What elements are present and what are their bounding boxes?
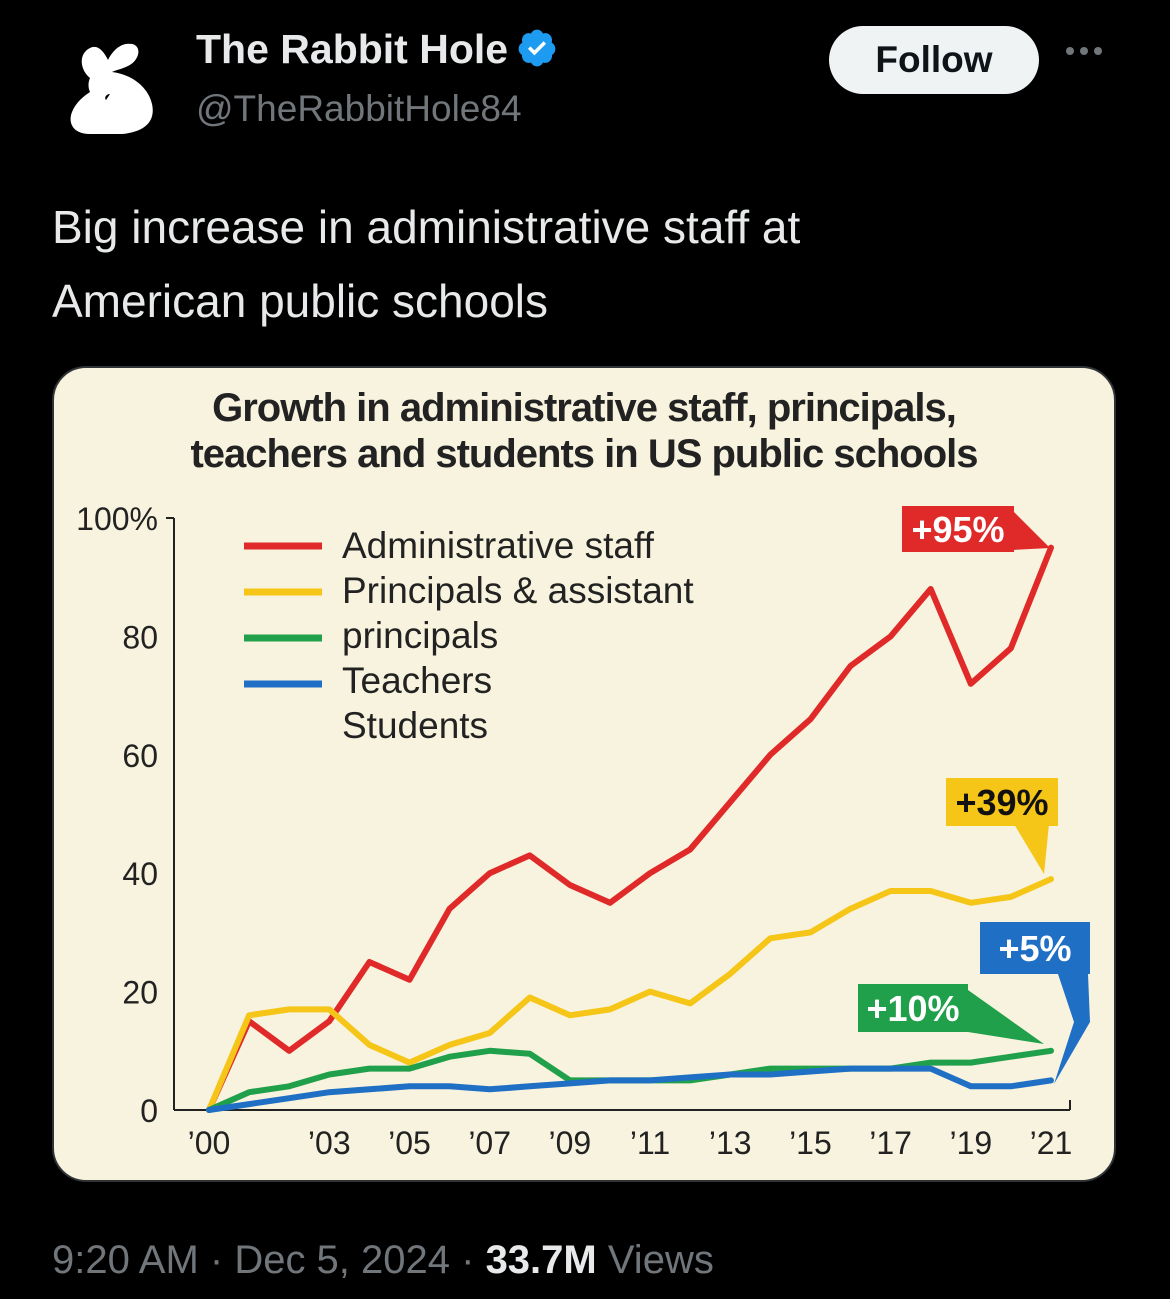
views-count: 33.7M xyxy=(485,1238,597,1282)
y-tick-label: 40 xyxy=(122,856,158,892)
chart-image[interactable]: Growth in administrative staff, principa… xyxy=(52,366,1116,1182)
callout-box xyxy=(858,984,968,1032)
verified-badge-icon xyxy=(518,29,556,67)
x-tick-label: ’07 xyxy=(468,1125,511,1161)
x-tick-label: ’15 xyxy=(789,1125,832,1161)
post-date[interactable]: Dec 5, 2024 xyxy=(234,1238,451,1282)
callout-tail xyxy=(968,990,1044,1044)
x-tick-label: ’03 xyxy=(308,1125,351,1161)
rabbit-logo-icon xyxy=(70,43,153,134)
x-tick-label: ’09 xyxy=(549,1125,592,1161)
legend-label: principals xyxy=(342,615,498,656)
callout-label: +10% xyxy=(866,988,959,1029)
follow-button[interactable]: Follow xyxy=(829,26,1039,94)
meta-separator: · xyxy=(198,1238,235,1282)
callout-label: +39% xyxy=(955,782,1048,823)
tweet-text-line2: American public schools xyxy=(52,275,549,327)
post-time[interactable]: 9:20 AM xyxy=(52,1238,199,1282)
y-tick-label: 80 xyxy=(122,619,158,655)
callout-box xyxy=(946,778,1058,826)
legend-label: Principals & assistant xyxy=(342,570,694,611)
x-tick-label: ’00 xyxy=(188,1125,231,1161)
legend-label: Students xyxy=(342,705,488,746)
legend-label: Administrative staff xyxy=(342,525,655,566)
y-tick-label: 20 xyxy=(122,975,158,1011)
y-tick-label: 0 xyxy=(140,1093,158,1129)
chart-title-line2: teachers and students in US public schoo… xyxy=(190,432,978,476)
meta-separator: · xyxy=(450,1238,486,1282)
author-name-text[interactable]: The Rabbit Hole xyxy=(196,26,509,72)
callout-box xyxy=(980,922,1090,974)
callout-label: +5% xyxy=(998,928,1071,969)
y-tick-label: 100% xyxy=(76,501,158,537)
callout-tail xyxy=(1012,510,1050,550)
author-handle[interactable]: @TheRabbitHole84 xyxy=(196,88,522,129)
post-meta: 9:20 AM · Dec 5, 2024 · 33.7M Views xyxy=(52,1238,714,1283)
series-line-1 xyxy=(206,544,1054,1113)
x-tick-label: ’11 xyxy=(630,1125,670,1161)
series-line-2 xyxy=(206,876,1054,1113)
callout-tail xyxy=(1014,824,1049,874)
more-options-icon[interactable] xyxy=(1066,42,1116,72)
author-name[interactable]: The Rabbit Hole xyxy=(196,26,558,73)
line-chart: 0 20 40 60 80 100% ’00 ’03 ’05 ’07 ’09 ’11 ’13 ’15 ’17… xyxy=(76,501,1090,1161)
tweet-text-line1: Big increase in administrative staff at xyxy=(52,201,801,253)
series-line-4 xyxy=(206,1065,1054,1113)
chart-title-line1: Growth in administrative staff, principa… xyxy=(212,386,957,430)
avatar[interactable] xyxy=(50,30,170,150)
x-tick-label: ’21 xyxy=(1030,1125,1073,1161)
legend-label: Teachers xyxy=(342,660,492,701)
callout-box xyxy=(902,506,1014,552)
x-tick-label: ’17 xyxy=(869,1125,912,1161)
x-tick-label: ’05 xyxy=(388,1125,431,1161)
views-label: Views xyxy=(596,1238,714,1282)
y-tick-label: 60 xyxy=(122,738,158,774)
callout-tail xyxy=(1054,974,1090,1084)
x-tick-label: ’19 xyxy=(949,1125,992,1161)
x-tick-label: ’13 xyxy=(709,1125,752,1161)
callout-label: +95% xyxy=(911,509,1004,550)
tweet-text: Big increase in administrative staff at … xyxy=(52,190,1132,338)
